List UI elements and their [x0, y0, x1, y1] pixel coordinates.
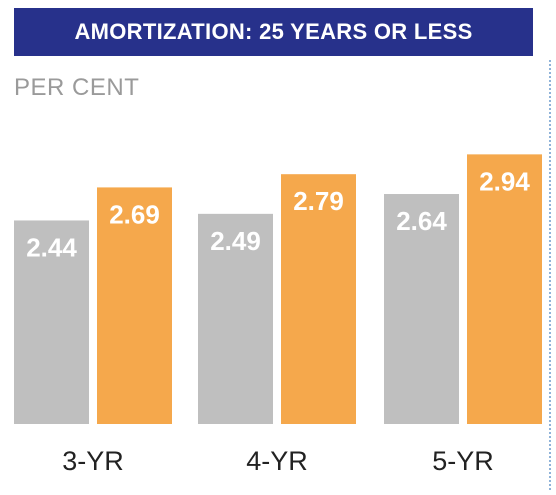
dotted-divider [549, 60, 551, 490]
category-label-3-yr: 3-YR [62, 446, 124, 476]
bar-5-yr-series-1 [384, 194, 459, 424]
y-axis-unit-label: PER CENT [14, 74, 140, 101]
data-label-3-yr-series-2: 2.69 [109, 199, 160, 229]
data-label-5-yr-series-2: 2.94 [479, 166, 530, 196]
bar-3-yr-series-1 [14, 220, 89, 424]
chart-title: AMORTIZATION: 25 YEARS OR LESS [74, 19, 473, 44]
bar-3-yr-series-2 [97, 187, 172, 424]
category-label-4-yr: 4-YR [246, 446, 308, 476]
data-label-3-yr-series-1: 2.44 [26, 232, 77, 262]
bar-5-yr-series-2 [467, 154, 542, 424]
data-label-5-yr-series-1: 2.64 [396, 206, 447, 236]
bar-4-yr-series-2 [281, 174, 356, 424]
bar-4-yr-series-1 [198, 213, 273, 424]
category-label-5-yr: 5-YR [432, 446, 494, 476]
data-label-4-yr-series-1: 2.49 [210, 226, 261, 256]
chart-title-bar: AMORTIZATION: 25 YEARS OR LESS [14, 8, 533, 56]
data-label-4-yr-series-2: 2.79 [293, 186, 344, 216]
